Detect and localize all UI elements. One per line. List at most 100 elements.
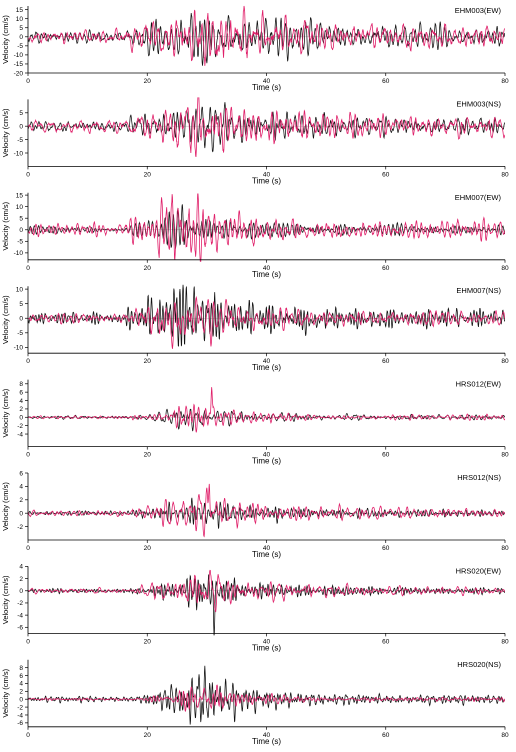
y-tick-label: -5	[17, 239, 23, 246]
y-tick-label: -10	[14, 345, 24, 352]
panel-EHM007-NS: -10 -5 0 5 10 0 20 40 60 80 Time (s) Velocity (cm/s…	[1, 284, 509, 372]
y-tick-label: 4	[19, 398, 23, 405]
x-tick-label: 60	[382, 78, 390, 85]
y-axis-label: Velocity (cm/s)	[1, 482, 10, 531]
y-tick-label: 0	[19, 697, 23, 704]
station-label: EHM007(EW)	[455, 193, 502, 202]
y-tick-label: -10	[14, 150, 24, 157]
station-label: EHM003(NS)	[456, 99, 501, 108]
x-axis-label: Time (s)	[252, 363, 281, 372]
y-tick-label: 10	[16, 286, 24, 293]
y-tick-label: -4	[17, 712, 23, 719]
x-tick-label: 20	[144, 265, 152, 272]
y-tick-label: 0	[19, 34, 23, 41]
panel-EHM003-NS: -10 -5 0 5 0 20 40 60 80 Time (s) Velocity (cm/s) E…	[1, 97, 509, 185]
x-tick-label: 60	[382, 265, 390, 272]
y-tick-label: 10	[16, 204, 24, 211]
y-tick-label: 5	[19, 110, 23, 117]
x-tick-label: 20	[144, 171, 152, 178]
x-tick-label: 40	[263, 545, 271, 552]
y-tick-label: -5	[17, 137, 23, 144]
series-line-black	[28, 284, 505, 347]
y-tick-label: 5	[19, 216, 23, 223]
x-tick-label: 40	[263, 171, 271, 178]
station-label: HRS020(NS)	[457, 660, 501, 669]
y-tick-label: 15	[16, 192, 24, 199]
y-tick-label: -6	[17, 625, 23, 632]
y-tick-label: 6	[19, 673, 23, 680]
series-line-pink	[28, 569, 505, 613]
x-tick-label: 40	[263, 638, 271, 645]
x-axis-label: Time (s)	[252, 176, 281, 185]
x-tick-label: 60	[382, 452, 390, 459]
x-tick-label: 60	[382, 358, 390, 365]
y-axis-label: Velocity (cm/s)	[1, 108, 10, 157]
y-tick-label: -2	[17, 423, 23, 430]
y-tick-label: 2	[19, 689, 23, 696]
series-line-pink	[28, 483, 505, 538]
y-tick-label: 4	[19, 484, 23, 491]
y-tick-label: -6	[17, 720, 23, 727]
x-tick-label: 60	[382, 638, 390, 645]
x-tick-label: 0	[26, 638, 30, 645]
x-tick-label: 40	[263, 265, 271, 272]
y-tick-label: 2	[19, 576, 23, 583]
y-axis-label: Velocity (cm/s)	[1, 668, 10, 717]
station-label: HRS020(EW)	[456, 566, 502, 575]
x-tick-label: 20	[144, 732, 152, 739]
panel-EHM003-EW: -20 -15 -10 -5 0 5 10 15 0 20 40 60 80 Time (s) Veloci…	[1, 5, 509, 92]
y-tick-label: 6	[19, 389, 23, 396]
x-axis-label: Time (s)	[252, 83, 281, 92]
y-axis-label: Velocity (cm/s)	[1, 15, 10, 64]
y-tick-label: 0	[19, 316, 23, 323]
x-tick-label: 20	[144, 78, 152, 85]
y-axis-label: Velocity (cm/s)	[1, 295, 10, 344]
y-tick-label: 0	[19, 415, 23, 422]
x-tick-label: 0	[26, 265, 30, 272]
x-tick-label: 80	[501, 732, 509, 739]
y-tick-label: 0	[19, 227, 23, 234]
y-tick-label: -10	[14, 250, 24, 257]
x-tick-label: 80	[501, 638, 509, 645]
station-label: EHM007(NS)	[456, 286, 501, 295]
x-tick-label: 80	[501, 545, 509, 552]
y-tick-label: -2	[17, 600, 23, 607]
y-tick-label: 5	[19, 301, 23, 308]
series-line-pink	[28, 97, 505, 158]
x-tick-label: 60	[382, 732, 390, 739]
series-line-pink	[28, 193, 505, 262]
y-tick-label: 2	[19, 406, 23, 413]
x-tick-label: 20	[144, 452, 152, 459]
y-tick-label: -20	[14, 70, 24, 77]
x-tick-label: 40	[263, 452, 271, 459]
x-tick-label: 60	[382, 545, 390, 552]
x-axis-label: Time (s)	[252, 550, 281, 559]
series-line-pink	[28, 295, 505, 349]
x-axis-label: Time (s)	[252, 643, 281, 652]
y-tick-label: 4	[19, 681, 23, 688]
y-tick-label: 5	[19, 25, 23, 32]
x-tick-label: 20	[144, 638, 152, 645]
series-line-black	[28, 408, 505, 432]
y-tick-label: -2	[17, 704, 23, 711]
x-tick-label: 40	[263, 732, 271, 739]
series-line-pink	[28, 387, 505, 433]
y-tick-label: -4	[17, 431, 23, 438]
x-tick-label: 0	[26, 732, 30, 739]
x-axis-label: Time (s)	[252, 457, 281, 466]
station-label: HRS012(NS)	[457, 473, 501, 482]
x-axis-label: Time (s)	[252, 270, 281, 279]
x-axis-label: Time (s)	[252, 737, 281, 746]
x-tick-label: 20	[144, 358, 152, 365]
x-tick-label: 0	[26, 452, 30, 459]
y-tick-label: 0	[19, 588, 23, 595]
x-tick-label: 20	[144, 545, 152, 552]
x-tick-label: 0	[26, 78, 30, 85]
series-line-black	[28, 665, 505, 725]
y-tick-label: 0	[19, 124, 23, 131]
